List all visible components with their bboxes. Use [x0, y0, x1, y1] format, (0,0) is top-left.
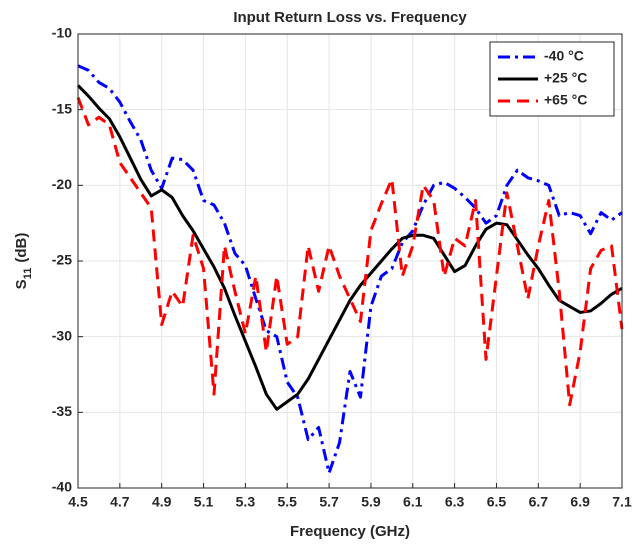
- y-axis-label: S11 (dB): [13, 233, 34, 290]
- y-tick-label: -15: [52, 100, 72, 116]
- y-tick-label: -40: [52, 479, 72, 495]
- x-tick-label: 5.5: [277, 494, 297, 510]
- legend-label: +25 °C: [544, 70, 587, 86]
- x-tick-label: 5.9: [361, 494, 381, 510]
- x-tick-label: 4.9: [152, 494, 172, 510]
- legend-label: -40 °C: [544, 48, 584, 64]
- series-line: [76, 84, 623, 411]
- x-tick-label: 4.5: [68, 494, 88, 510]
- series-line: [77, 64, 623, 475]
- x-tick-label: 7.1: [612, 494, 632, 510]
- x-tick-label: 6.5: [487, 494, 507, 510]
- x-tick-label: 5.7: [319, 494, 339, 510]
- x-tick-label: 4.7: [110, 494, 130, 510]
- chart-title: Input Return Loss vs. Frequency: [233, 9, 467, 26]
- y-label-main: S: [13, 279, 30, 289]
- y-label-sub: 11: [22, 268, 34, 280]
- x-tick-label: 6.3: [445, 494, 465, 510]
- x-tick-label: 6.9: [570, 494, 590, 510]
- axes-box: [77, 33, 623, 489]
- y-tick-label: -25: [52, 252, 72, 268]
- x-tick-label: 5.3: [236, 494, 256, 510]
- y-tick-label: -20: [52, 176, 72, 192]
- x-tick-label: 6.1: [403, 494, 423, 510]
- x-axis-label: Frequency (GHz): [290, 523, 410, 540]
- legend-label: +65 °C: [544, 92, 587, 108]
- y-tick-label: -35: [52, 403, 72, 419]
- y-tick-label: -30: [52, 327, 72, 343]
- y-label-unit: (dB): [13, 233, 30, 263]
- x-tick-label: 6.7: [529, 494, 549, 510]
- series-line: [76, 97, 624, 407]
- x-tick-label: 5.1: [194, 494, 214, 510]
- y-tick-label: -10: [52, 25, 72, 41]
